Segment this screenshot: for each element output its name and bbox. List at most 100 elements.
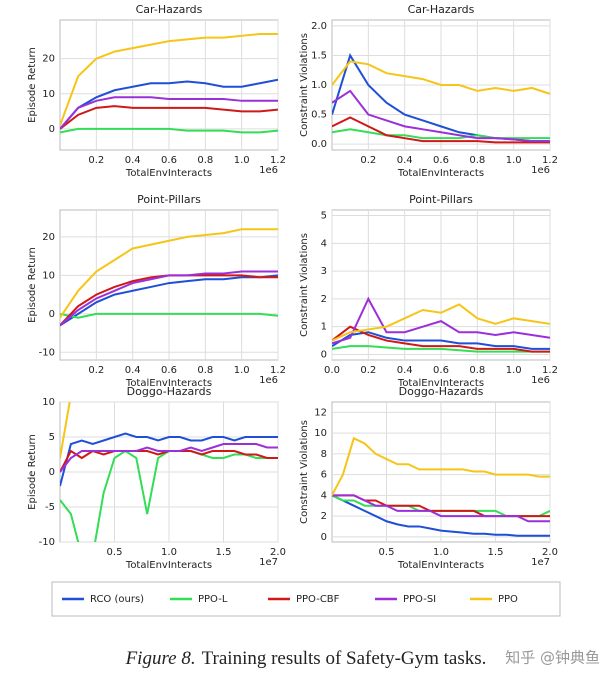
y-axis-label: Episode Return [27,247,38,323]
lines [60,33,278,134]
y-tick-label: -10 [39,537,55,548]
x-tick-label: 0.2 [360,365,376,376]
x-tick-label: 0.8 [469,155,485,166]
line [60,432,278,487]
line [332,494,550,523]
line [60,228,278,319]
line [60,312,278,319]
x-offset-label: 1e6 [259,165,278,176]
caption: Figure 8. Training results of Safety-Gym … [125,648,487,669]
x-tick-label: 0.0 [324,365,340,376]
x-offset-label: 1e6 [531,165,550,176]
x-tick-label: 1.0 [234,365,250,376]
x-tick-label: 2.0 [270,547,286,558]
x-tick-label: 0.2 [88,155,104,166]
y-tick-label: 2 [321,511,327,522]
y-tick-label: 5 [49,432,55,443]
x-tick-label: 0.4 [125,155,141,166]
x-tick-label: 0.8 [469,365,485,376]
y-axis-label: Constraint Violations [299,233,310,337]
y-tick-label: 4 [321,238,327,249]
caption-text: Training results of Safety-Gym tasks. [202,648,487,669]
legend-label: PPO [498,594,518,605]
y-tick-label: 0 [321,532,327,543]
legend-label: PPO-L [198,594,228,605]
y-tick-label: 10 [42,397,55,408]
line [332,296,550,345]
chart-title: Car-Hazards [136,3,203,16]
y-tick-label: 10 [42,270,55,281]
y-tick-label: -10 [39,347,55,358]
lines [332,296,550,353]
x-tick-label: 0.5 [379,547,395,558]
chart-title: Doggo-Hazards [399,385,484,398]
x-axis-label: TotalEnvInteracts [397,560,484,571]
line [332,436,550,496]
y-tick-label: 2 [321,294,327,305]
x-tick-label: 0.2 [88,365,104,376]
line [60,33,278,126]
x-axis-label: TotalEnvInteracts [397,378,484,389]
line [332,116,550,144]
x-tick-label: 0.6 [433,155,449,166]
line [332,60,550,95]
y-tick-label: 1.5 [311,50,327,61]
x-tick-label: 0.5 [107,547,123,558]
x-tick-label: 1.0 [161,547,177,558]
line [332,128,550,140]
x-tick-label: 0.6 [433,365,449,376]
y-tick-label: 0 [49,467,55,478]
y-tick-label: 5 [321,211,327,222]
y-tick-label: 2.0 [311,21,327,32]
lines [332,53,550,144]
x-tick-label: 0.6 [161,155,177,166]
chart-title: Point-Pillars [137,193,201,206]
y-tick-label: 8 [321,449,327,460]
y-tick-label: 10 [42,89,55,100]
y-axis-label: Constraint Violations [299,33,310,137]
y-tick-label: 0 [321,349,327,360]
line [60,96,278,130]
line [60,270,278,327]
x-tick-label: 1.5 [216,547,232,558]
x-tick-label: 1.2 [542,365,558,376]
line [332,345,550,353]
caption-label: Figure 8. [125,648,196,669]
y-tick-label: 6 [321,470,327,481]
x-tick-label: 0.8 [197,155,213,166]
x-tick-label: 1.2 [542,155,558,166]
lines [332,436,550,537]
y-tick-label: 4 [321,490,327,501]
y-tick-label: 20 [42,232,55,243]
y-axis-label: Episode Return [27,434,38,510]
x-tick-label: 1.2 [270,365,286,376]
x-axis-label: TotalEnvInteracts [125,560,212,571]
x-tick-label: 0.8 [197,365,213,376]
chart-title: Car-Hazards [408,3,475,16]
line [332,89,550,143]
line [332,303,550,342]
x-tick-label: 0.6 [161,365,177,376]
y-tick-label: 1.0 [311,80,327,91]
x-tick-label: 1.0 [506,365,522,376]
y-axis-label: Episode Return [27,47,38,123]
y-tick-label: 0 [49,309,55,320]
y-tick-label: 12 [314,407,327,418]
legend-label: PPO-SI [403,594,436,605]
line [332,325,550,353]
x-offset-label: 1e7 [259,557,278,568]
x-tick-label: 0.4 [397,155,413,166]
line [60,443,278,473]
x-offset-label: 1e7 [531,557,550,568]
x-tick-label: 0.4 [125,365,141,376]
x-tick-label: 1.0 [433,547,449,558]
x-axis-label: TotalEnvInteracts [397,168,484,179]
chart-title: Point-Pillars [409,193,473,206]
y-axis-label: Constraint Violations [299,420,310,524]
lines [60,228,278,327]
x-tick-label: 1.0 [234,155,250,166]
line [60,127,278,134]
x-tick-label: 0.2 [360,155,376,166]
legend-label: PPO-CBF [296,594,340,605]
